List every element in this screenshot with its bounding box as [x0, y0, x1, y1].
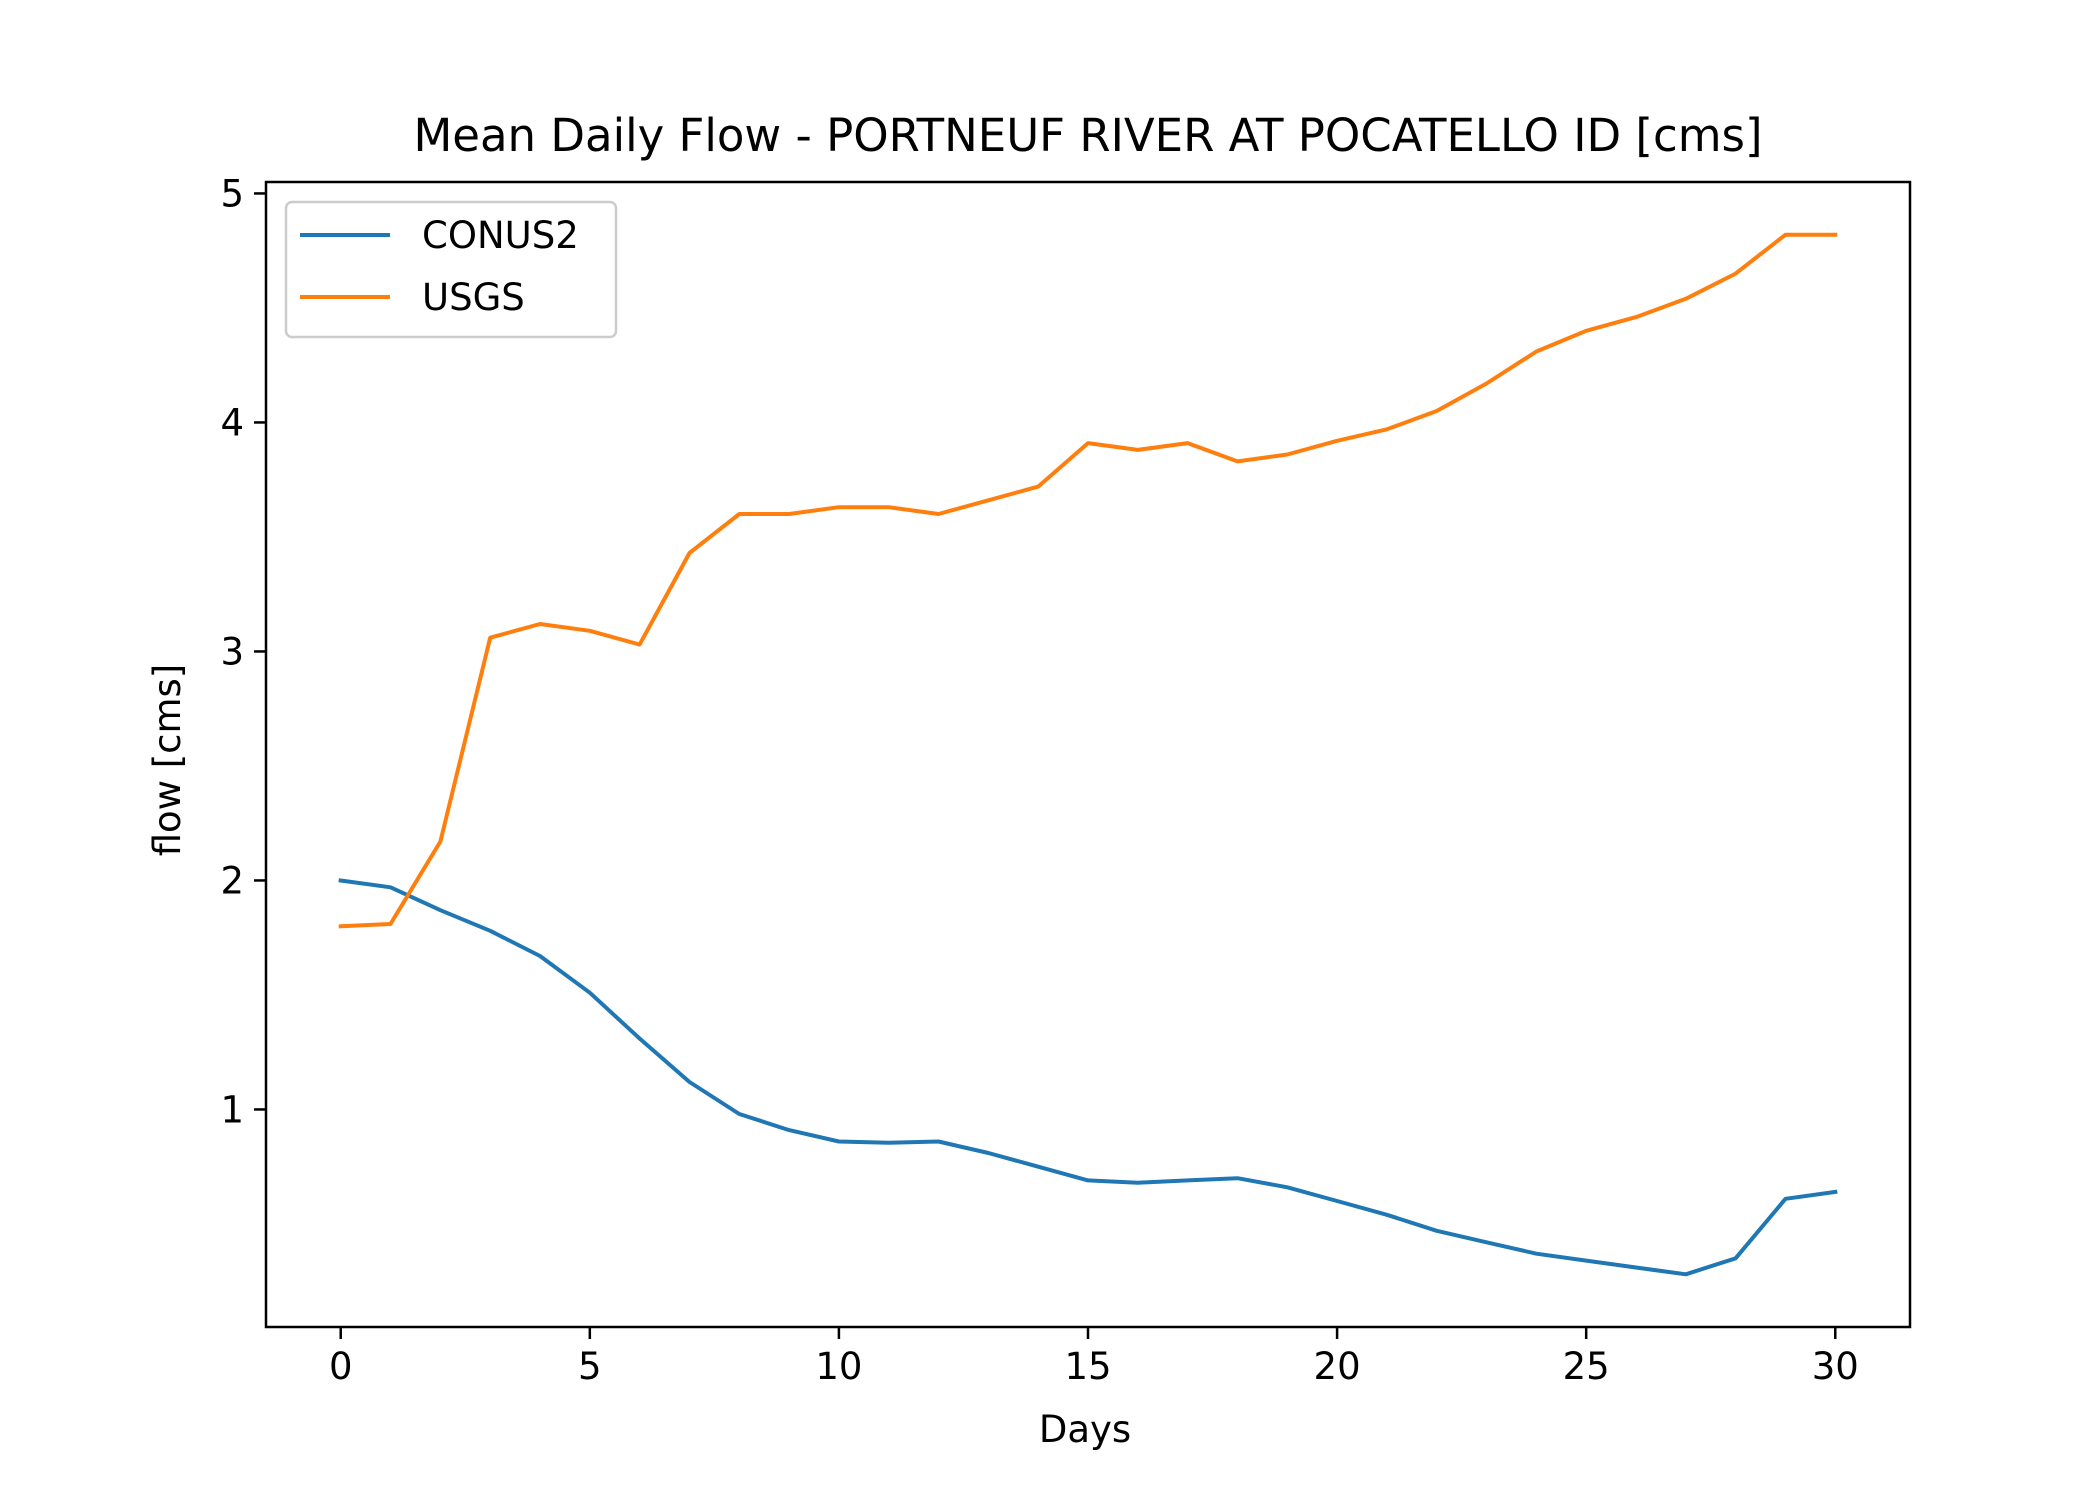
x-tick-label: 25 — [1563, 1345, 1610, 1388]
y-tick-label: 5 — [220, 172, 244, 215]
y-axis-label: flow [cms] — [146, 664, 189, 857]
x-tick-label: 20 — [1314, 1345, 1361, 1388]
x-tick-label: 0 — [329, 1345, 353, 1388]
x-tick-label: 10 — [815, 1345, 862, 1388]
y-tick-label: 4 — [220, 401, 244, 444]
legend-label-conus2: CONUS2 — [422, 214, 579, 257]
x-tick-label: 5 — [578, 1345, 602, 1388]
plot-area — [338, 232, 1838, 1277]
chart-title: Mean Daily Flow - PORTNEUF RIVER AT POCA… — [413, 109, 1762, 162]
legend: CONUS2 USGS — [284, 200, 618, 339]
x-tick-label: 30 — [1812, 1345, 1859, 1388]
y-tick-label: 2 — [220, 859, 244, 902]
axes: 0 5 10 15 20 25 30 1 2 3 4 5 — [220, 172, 1912, 1388]
x-tick-label: 15 — [1064, 1345, 1111, 1388]
legend-label-usgs: USGS — [422, 276, 525, 319]
series-line-usgs — [338, 232, 1838, 929]
series-line-conus2 — [338, 878, 1838, 1277]
y-tick-label: 3 — [220, 630, 244, 673]
y-tick-label: 1 — [220, 1088, 244, 1131]
x-axis-label: Days — [1039, 1408, 1131, 1451]
